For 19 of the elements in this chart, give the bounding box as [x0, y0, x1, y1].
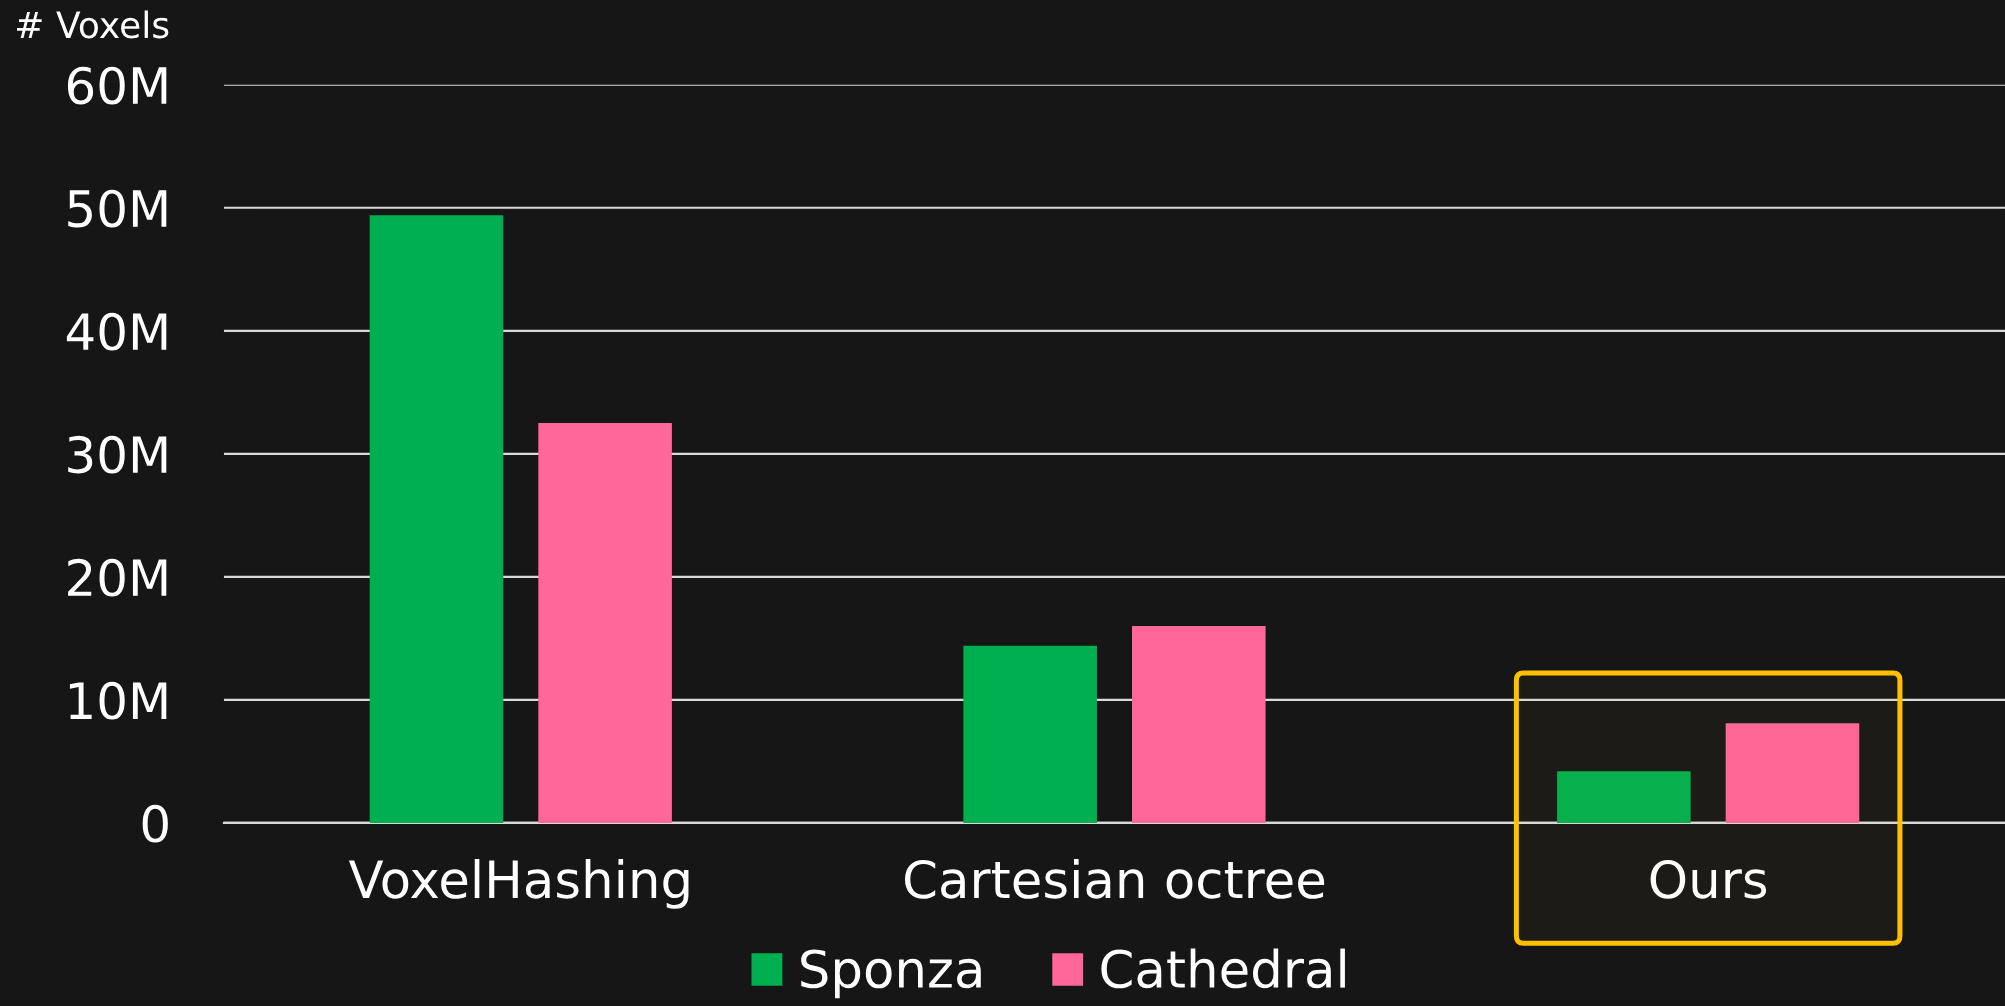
y-tick-label: 40M [66, 312, 167, 351]
legend-label: Cathedral [1101, 948, 1345, 989]
bar [1131, 626, 1266, 823]
bar [538, 423, 672, 823]
x-tick-label: Ours [1650, 859, 1767, 899]
y-tick-label: 20M [68, 558, 167, 597]
y-tick-label: 0 [142, 804, 168, 843]
y-tick-label: 30M [68, 435, 167, 474]
bar [369, 215, 504, 823]
y-axis-title: # Voxels [16, 10, 169, 39]
y-tick-label: 10M [69, 681, 167, 720]
x-tick-label: Cartesian octree [904, 859, 1325, 899]
y-tick-label: 50M [68, 189, 167, 228]
y-tick-label: 60M [67, 66, 167, 105]
bar [1725, 723, 1860, 823]
legend-label: Sponza [801, 949, 981, 999]
bar [963, 645, 1097, 823]
bar [1557, 771, 1691, 823]
x-tick-label: VoxelHashing [348, 859, 689, 909]
